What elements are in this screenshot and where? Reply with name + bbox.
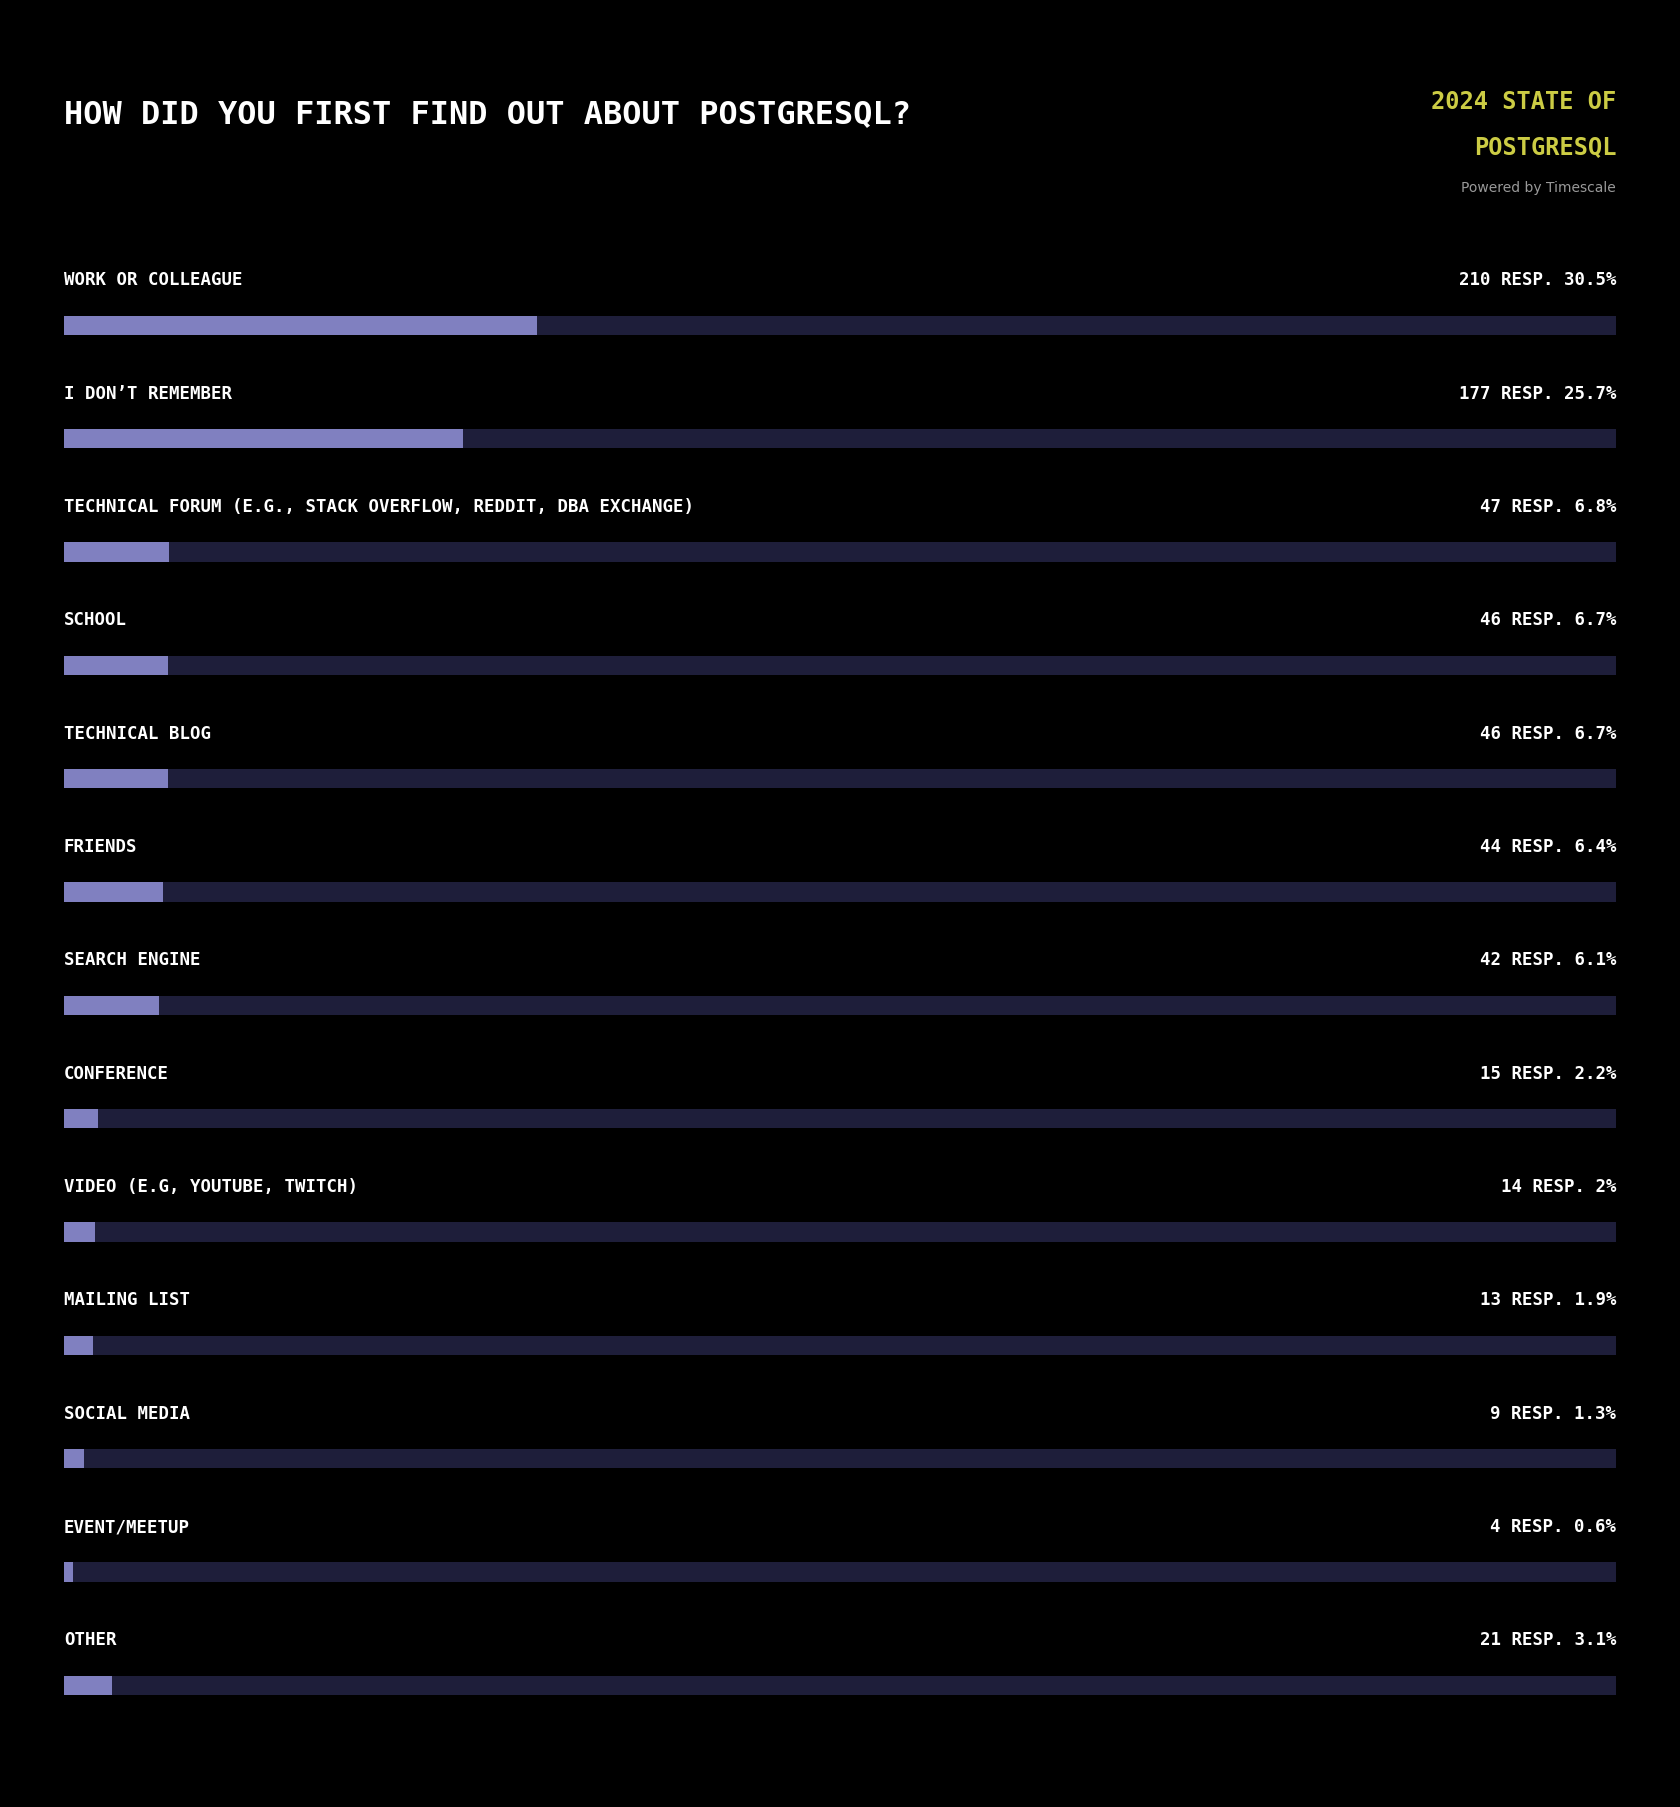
Bar xyxy=(64,656,1616,676)
Text: 13 RESP. 1.9%: 13 RESP. 1.9% xyxy=(1480,1290,1616,1308)
Bar xyxy=(64,542,170,562)
Bar xyxy=(64,770,1616,790)
Text: 21 RESP. 3.1%: 21 RESP. 3.1% xyxy=(1480,1630,1616,1648)
Bar xyxy=(64,316,538,336)
Text: SOCIAL MEDIA: SOCIAL MEDIA xyxy=(64,1404,190,1422)
Bar xyxy=(64,770,168,790)
Bar xyxy=(64,316,1616,336)
Text: 46 RESP. 6.7%: 46 RESP. 6.7% xyxy=(1480,725,1616,743)
Bar xyxy=(64,1449,84,1469)
Text: CONFERENCE: CONFERENCE xyxy=(64,1064,168,1082)
Text: FRIENDS: FRIENDS xyxy=(64,837,138,855)
Text: OTHER: OTHER xyxy=(64,1630,116,1648)
Text: SCHOOL: SCHOOL xyxy=(64,611,128,629)
Text: Powered by Timescale: Powered by Timescale xyxy=(1462,181,1616,195)
Text: 177 RESP. 25.7%: 177 RESP. 25.7% xyxy=(1458,385,1616,403)
Text: SEARCH ENGINE: SEARCH ENGINE xyxy=(64,950,200,969)
Bar xyxy=(64,1675,1616,1695)
Bar xyxy=(64,656,168,676)
Text: TECHNICAL BLOG: TECHNICAL BLOG xyxy=(64,725,212,743)
Bar xyxy=(64,1563,74,1581)
Text: EVENT/MEETUP: EVENT/MEETUP xyxy=(64,1518,190,1536)
Text: 14 RESP. 2%: 14 RESP. 2% xyxy=(1500,1178,1616,1196)
Bar xyxy=(64,1335,1616,1355)
Bar xyxy=(64,542,1616,562)
Text: WORK OR COLLEAGUE: WORK OR COLLEAGUE xyxy=(64,271,242,289)
Bar xyxy=(64,1109,1616,1129)
Text: VIDEO (E.G, YOUTUBE, TWITCH): VIDEO (E.G, YOUTUBE, TWITCH) xyxy=(64,1178,358,1196)
Bar xyxy=(64,884,1616,902)
Text: I DON’T REMEMBER: I DON’T REMEMBER xyxy=(64,385,232,403)
Bar xyxy=(64,996,1616,1016)
Text: 15 RESP. 2.2%: 15 RESP. 2.2% xyxy=(1480,1064,1616,1082)
Text: 47 RESP. 6.8%: 47 RESP. 6.8% xyxy=(1480,497,1616,515)
Bar xyxy=(64,430,1616,448)
Text: 42 RESP. 6.1%: 42 RESP. 6.1% xyxy=(1480,950,1616,969)
Text: POSTGRESQL: POSTGRESQL xyxy=(1473,136,1616,159)
Bar xyxy=(64,1223,1616,1241)
Bar xyxy=(64,884,163,902)
Text: 4 RESP. 0.6%: 4 RESP. 0.6% xyxy=(1490,1518,1616,1536)
Bar xyxy=(64,1335,94,1355)
Bar xyxy=(64,1563,1616,1581)
Text: 9 RESP. 1.3%: 9 RESP. 1.3% xyxy=(1490,1404,1616,1422)
Bar xyxy=(64,1223,94,1241)
Text: TECHNICAL FORUM (E.G., STACK OVERFLOW, REDDIT, DBA EXCHANGE): TECHNICAL FORUM (E.G., STACK OVERFLOW, R… xyxy=(64,497,694,515)
Text: HOW DID YOU FIRST FIND OUT ABOUT POSTGRESQL?: HOW DID YOU FIRST FIND OUT ABOUT POSTGRE… xyxy=(64,99,911,130)
Text: 44 RESP. 6.4%: 44 RESP. 6.4% xyxy=(1480,837,1616,855)
Text: MAILING LIST: MAILING LIST xyxy=(64,1290,190,1308)
Bar xyxy=(64,430,462,448)
Text: 210 RESP. 30.5%: 210 RESP. 30.5% xyxy=(1458,271,1616,289)
Bar xyxy=(64,1109,97,1129)
Bar xyxy=(64,996,158,1016)
Text: 46 RESP. 6.7%: 46 RESP. 6.7% xyxy=(1480,611,1616,629)
Bar xyxy=(64,1675,113,1695)
Text: 2024 STATE OF: 2024 STATE OF xyxy=(1431,90,1616,114)
Bar xyxy=(64,1449,1616,1469)
